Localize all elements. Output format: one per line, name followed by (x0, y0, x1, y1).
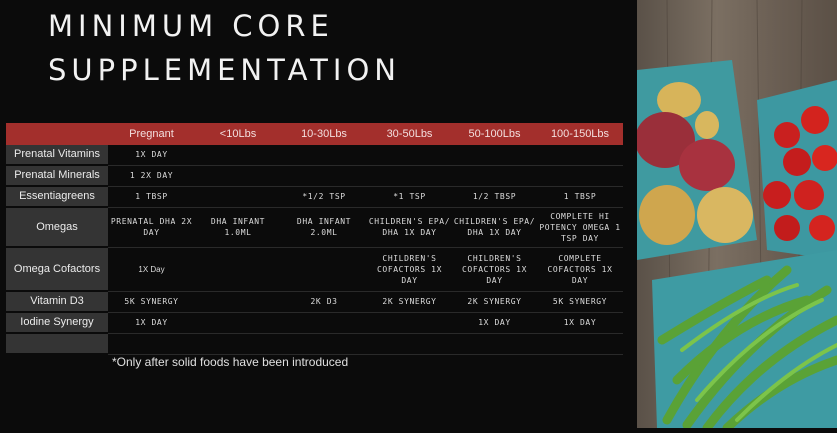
table-cell: 1X DAY (537, 312, 623, 334)
table-cell: 1 TBSP (537, 186, 623, 208)
table-cell (195, 312, 281, 334)
header-row: Pregnant <10Lbs 10-30Lbs 30-50Lbs 50-100… (6, 123, 623, 145)
table-cell: 1X DAY (108, 145, 195, 166)
table-cell (281, 333, 367, 355)
table-cell (452, 145, 537, 166)
table-cell: PRENATAL DHA 2X DAY (108, 207, 195, 248)
table-cell: *1/2 TSP (281, 186, 367, 208)
row-label (6, 333, 108, 355)
table-cell: *1 TSP (367, 186, 452, 208)
table-row: Omegas PRENATAL DHA 2X DAY DHA INFANT 1.… (6, 207, 623, 248)
table-cell (281, 312, 367, 334)
table-cell: DHA INFANT 1.0ML (195, 207, 281, 248)
page-title: MINIMUM CORE SUPPLEMENTATION (48, 4, 401, 92)
table-cell: 1 TBSP (108, 186, 195, 208)
column-header (6, 123, 108, 145)
table-cell (367, 165, 452, 187)
row-label: Omega Cofactors (6, 247, 108, 292)
table-cell (367, 333, 452, 355)
table-cell (452, 165, 537, 187)
table-cell: 1 2X DAY (108, 165, 195, 187)
table-cell: 1/2 TBSP (452, 186, 537, 208)
table-cell (281, 145, 367, 166)
table-cell (195, 186, 281, 208)
column-header: 100-150Lbs (537, 123, 623, 145)
table-row: Vitamin D3 5K SYNERGY 2K D3 2K SYNERGY 2… (6, 291, 623, 313)
table-row: Essentiagreens 1 TBSP *1/2 TSP *1 TSP 1/… (6, 186, 623, 208)
table-cell: 1X Day (108, 247, 195, 292)
row-label: Omegas (6, 207, 108, 248)
table-cell (367, 145, 452, 166)
table-cell (195, 145, 281, 166)
table-cell (281, 165, 367, 187)
table-cell: 2K SYNERGY (367, 291, 452, 313)
table-cell (281, 247, 367, 292)
title-line-1: MINIMUM CORE (48, 9, 334, 43)
table-cell (537, 145, 623, 166)
vegetables-photo (635, 0, 837, 433)
table-cell: 1X DAY (452, 312, 537, 334)
table-cell (195, 247, 281, 292)
column-header: <10Lbs (195, 123, 281, 145)
table-cell (195, 291, 281, 313)
row-label: Iodine Synergy (6, 312, 108, 334)
column-header: 30-50Lbs (367, 123, 452, 145)
table-row (6, 333, 623, 355)
table-cell: DHA INFANT 2.0ML (281, 207, 367, 248)
row-label: Essentiagreens (6, 186, 108, 208)
table-cell: CHILDREN'S EPA/ DHA 1X DAY (367, 207, 452, 248)
row-label: Prenatal Minerals (6, 165, 108, 187)
table-cell: CHILDREN'S EPA/ DHA 1X DAY (452, 207, 537, 248)
footnote: *Only after solid foods have been introd… (112, 355, 349, 369)
table-cell (195, 165, 281, 187)
table-cell (367, 312, 452, 334)
supplement-table: Pregnant <10Lbs 10-30Lbs 30-50Lbs 50-100… (6, 123, 623, 355)
table-cell: 5K SYNERGY (537, 291, 623, 313)
column-header: 10-30Lbs (281, 123, 367, 145)
table-row: Omega Cofactors 1X Day CHILDREN'S COFACT… (6, 247, 623, 292)
table-cell (452, 333, 537, 355)
column-header: 50-100Lbs (452, 123, 537, 145)
table-cell: 2K SYNERGY (452, 291, 537, 313)
vegetables-illustration (635, 0, 837, 433)
row-label: Prenatal Vitamins (6, 145, 108, 166)
table-row: Prenatal Vitamins 1X DAY (6, 145, 623, 166)
table-cell: 1X DAY (108, 312, 195, 334)
table-cell: 5K SYNERGY (108, 291, 195, 313)
table-row: Iodine Synergy 1X DAY 1X DAY 1X DAY (6, 312, 623, 334)
table-cell: COMPLETE HI POTENCY OMEGA 1 TSP DAY (537, 207, 623, 248)
table-cell (108, 333, 195, 355)
table-cell (537, 165, 623, 187)
title-line-2: SUPPLEMENTATION (48, 53, 401, 87)
table-cell: COMPLETE COFACTORS 1X DAY (537, 247, 623, 292)
table-cell (195, 333, 281, 355)
table-cell: 2K D3 (281, 291, 367, 313)
table-cell: CHILDREN'S COFACTORS 1X DAY (367, 247, 452, 292)
column-header: Pregnant (108, 123, 195, 145)
table-row: Prenatal Minerals 1 2X DAY (6, 165, 623, 187)
row-label: Vitamin D3 (6, 291, 108, 313)
table-cell: CHILDREN'S COFACTORS 1X DAY (452, 247, 537, 292)
table-cell (537, 333, 623, 355)
